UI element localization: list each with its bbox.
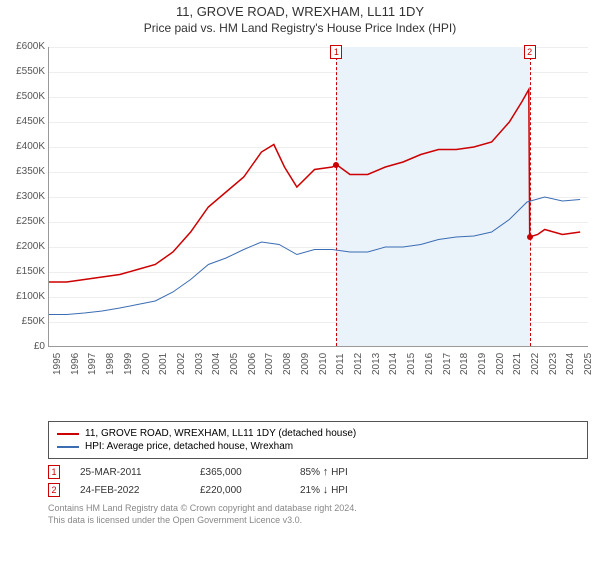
x-tick-label: 1998	[105, 353, 117, 375]
legend-item: 11, GROVE ROAD, WREXHAM, LL11 1DY (detac…	[57, 428, 579, 439]
x-tick-label: 2004	[211, 353, 223, 375]
legend-item: HPI: Average price, detached house, Wrex…	[57, 441, 579, 452]
x-tick-label: 2013	[371, 353, 383, 375]
footnote: Contains HM Land Registry data © Crown c…	[48, 503, 600, 526]
y-tick-label: £100K	[16, 291, 45, 302]
x-tick-label: 2019	[477, 353, 489, 375]
y-tick-label: £300K	[16, 191, 45, 202]
x-tick-label: 1999	[123, 353, 135, 375]
y-tick-label: £50K	[22, 316, 45, 327]
x-tick-label: 2006	[247, 353, 259, 375]
x-tick-label: 2015	[406, 353, 418, 375]
y-tick-label: £400K	[16, 141, 45, 152]
x-tick-label: 2005	[229, 353, 241, 375]
x-tick-label: 2007	[264, 353, 276, 375]
sale-date: 24-FEB-2022	[80, 485, 180, 496]
line-series	[49, 47, 588, 346]
x-tick-label: 2025	[583, 353, 595, 375]
x-tick-label: 2023	[548, 353, 560, 375]
chart-subtitle: Price paid vs. HM Land Registry's House …	[0, 21, 600, 35]
x-tick-label: 2012	[353, 353, 365, 375]
x-tick-label: 2022	[530, 353, 542, 375]
sale-vs-hpi: 85% ↑ HPI	[300, 466, 348, 478]
sale-index: 2	[48, 483, 60, 497]
x-tick-label: 2016	[424, 353, 436, 375]
x-tick-label: 2010	[318, 353, 330, 375]
x-tick-label: 2011	[335, 353, 347, 375]
x-tick-label: 2024	[565, 353, 577, 375]
y-tick-label: £350K	[16, 166, 45, 177]
sales-table: 1 25-MAR-2011 £365,000 85% ↑ HPI 2 24-FEB-202…	[48, 465, 600, 497]
x-tick-label: 2021	[512, 353, 524, 375]
x-tick-label: 2000	[141, 353, 153, 375]
y-tick-label: £550K	[16, 66, 45, 77]
y-tick-label: £150K	[16, 266, 45, 277]
y-tick-label: £250K	[16, 216, 45, 227]
x-tick-label: 2018	[459, 353, 471, 375]
x-tick-label: 1996	[70, 353, 82, 375]
sale-index: 1	[48, 465, 60, 479]
chart-area: £0 £50K £100K £150K £200K £250K £300K £350K £400…	[0, 39, 600, 389]
sale-price: £220,000	[200, 485, 280, 496]
y-tick-label: £450K	[16, 116, 45, 127]
y-tick-label: £500K	[16, 91, 45, 102]
x-tick-label: 2020	[495, 353, 507, 375]
sale-date: 25-MAR-2011	[80, 467, 180, 478]
sale-row: 2 24-FEB-2022 £220,000 21% ↓ HPI	[48, 483, 600, 497]
x-tick-label: 2002	[176, 353, 188, 375]
x-tick-label: 2008	[282, 353, 294, 375]
x-tick-label: 1997	[87, 353, 99, 375]
plot-area: 12	[48, 47, 588, 347]
sale-vs-hpi: 21% ↓ HPI	[300, 484, 348, 496]
legend: 11, GROVE ROAD, WREXHAM, LL11 1DY (detac…	[48, 421, 588, 459]
chart-title: 11, GROVE ROAD, WREXHAM, LL11 1DY	[0, 4, 600, 19]
y-tick-label: £200K	[16, 241, 45, 252]
sale-row: 1 25-MAR-2011 £365,000 85% ↑ HPI	[48, 465, 600, 479]
y-tick-label: £0	[34, 341, 45, 352]
x-tick-label: 2014	[388, 353, 400, 375]
x-tick-label: 1995	[52, 353, 64, 375]
x-tick-label: 2017	[442, 353, 454, 375]
x-tick-label: 2003	[194, 353, 206, 375]
y-tick-label: £600K	[16, 41, 45, 52]
sale-price: £365,000	[200, 467, 280, 478]
x-tick-label: 2001	[158, 353, 170, 375]
x-tick-label: 2009	[300, 353, 312, 375]
